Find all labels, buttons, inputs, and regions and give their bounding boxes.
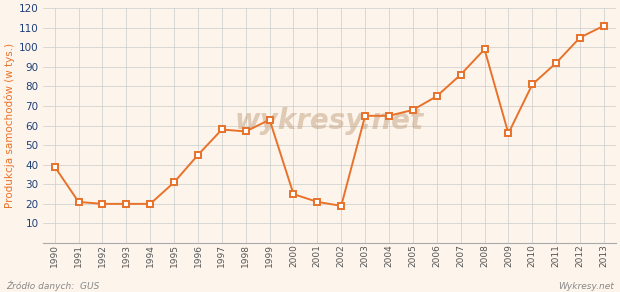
Text: Źródło danych:  GUS: Źródło danych: GUS: [6, 280, 100, 291]
Text: Wykresy.net: Wykresy.net: [558, 281, 614, 291]
Y-axis label: Produkcja samochodów (w tys.): Produkcja samochodów (w tys.): [4, 43, 15, 208]
Text: wykresy.net: wykresy.net: [234, 107, 424, 135]
